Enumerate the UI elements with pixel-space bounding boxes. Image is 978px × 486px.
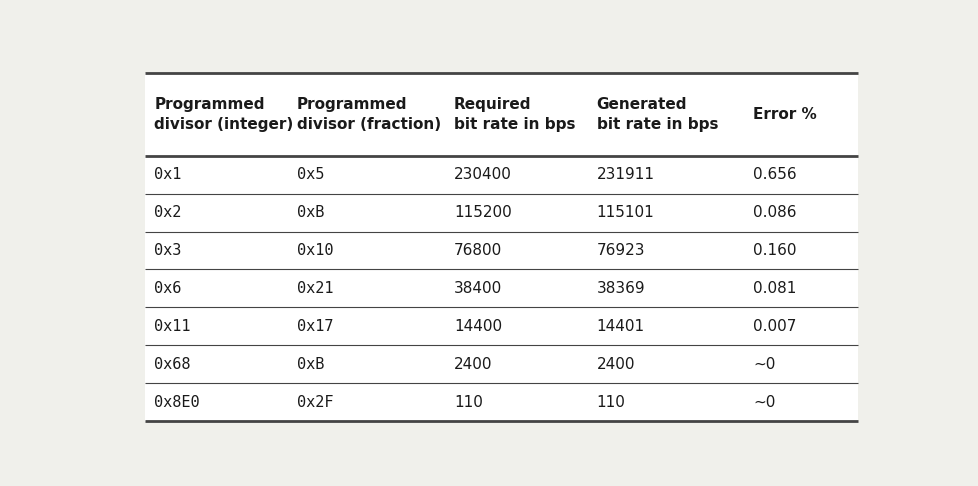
- Text: 230400: 230400: [454, 167, 511, 182]
- Text: 38400: 38400: [454, 281, 502, 296]
- Text: Error %: Error %: [753, 107, 817, 122]
- Text: 14400: 14400: [454, 319, 502, 334]
- Text: 76923: 76923: [596, 243, 645, 258]
- Text: 115200: 115200: [454, 205, 511, 220]
- Text: 38369: 38369: [596, 281, 645, 296]
- Text: 0.160: 0.160: [753, 243, 796, 258]
- Text: 0x6: 0x6: [155, 281, 182, 296]
- Text: 0x10: 0x10: [296, 243, 333, 258]
- Text: 2400: 2400: [596, 357, 635, 372]
- Text: 0x5: 0x5: [296, 167, 324, 182]
- Text: 0x2F: 0x2F: [296, 395, 333, 410]
- Text: 231911: 231911: [596, 167, 654, 182]
- Text: 76800: 76800: [454, 243, 502, 258]
- Text: 0x68: 0x68: [155, 357, 191, 372]
- Text: Programmed
divisor (integer): Programmed divisor (integer): [155, 97, 293, 132]
- Text: 0x1: 0x1: [155, 167, 182, 182]
- Text: 0xB: 0xB: [296, 357, 324, 372]
- Text: 0x11: 0x11: [155, 319, 191, 334]
- Text: 0.081: 0.081: [753, 281, 796, 296]
- Text: 0x2: 0x2: [155, 205, 182, 220]
- Text: ~0: ~0: [753, 395, 776, 410]
- Text: 0x21: 0x21: [296, 281, 333, 296]
- Text: Programmed
divisor (fraction): Programmed divisor (fraction): [296, 97, 441, 132]
- Text: 0x8E0: 0x8E0: [155, 395, 200, 410]
- Text: 0.086: 0.086: [753, 205, 796, 220]
- Text: 0.656: 0.656: [753, 167, 796, 182]
- Text: Generated
bit rate in bps: Generated bit rate in bps: [596, 97, 717, 132]
- Text: ~0: ~0: [753, 357, 776, 372]
- Text: 0xB: 0xB: [296, 205, 324, 220]
- Text: 110: 110: [454, 395, 482, 410]
- Text: 115101: 115101: [596, 205, 653, 220]
- Text: 110: 110: [596, 395, 625, 410]
- Text: 0x17: 0x17: [296, 319, 333, 334]
- Text: 0.007: 0.007: [753, 319, 796, 334]
- Text: Required
bit rate in bps: Required bit rate in bps: [454, 97, 575, 132]
- Text: 0x3: 0x3: [155, 243, 182, 258]
- Text: 2400: 2400: [454, 357, 492, 372]
- Text: 14401: 14401: [596, 319, 645, 334]
